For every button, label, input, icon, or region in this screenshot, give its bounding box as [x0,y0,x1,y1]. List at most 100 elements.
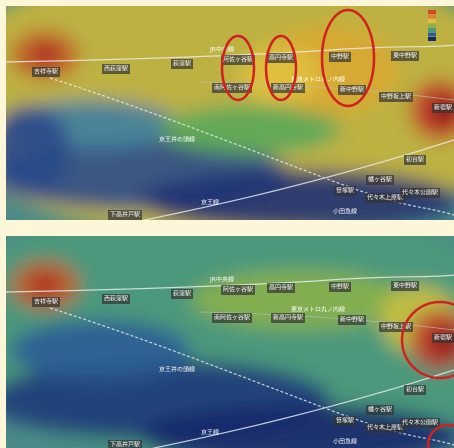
legend-swatch [428,28,436,32]
label-box [171,289,193,299]
heat-area [140,170,454,220]
station-label: 代々木上原駅 [367,424,403,432]
station-label: JR中央線 [209,276,234,284]
label-box [329,282,351,292]
rail-line [49,77,454,216]
station-label: 京王井の頭線 [159,366,195,374]
label-box [391,281,419,291]
label-box [212,83,252,93]
station-label: 新高円寺駅 [273,84,303,92]
label-box [338,315,366,325]
station-label: 新中野駅 [340,86,364,94]
station-label: 吉祥寺駅 [34,298,58,306]
heat-area [10,320,190,380]
rail-line [6,274,454,293]
highlight-circle [400,300,454,380]
label-box [334,186,356,196]
station-label: 代々木公園駅 [402,419,438,427]
station-label: 中野坂上駅 [381,323,411,331]
label-box [404,385,426,395]
station-label: 吉祥寺駅 [34,68,58,76]
heat-area [29,273,61,297]
station-label: 代々木上原駅 [367,194,403,202]
rail-line [6,44,454,63]
label-box [271,313,305,323]
station-label: 下高井戸駅 [110,441,140,448]
station-label: 新高円寺駅 [273,314,303,322]
station-label: 荻窪駅 [173,60,191,68]
label-box [221,285,255,295]
station-label: 高円寺駅 [269,284,293,292]
station-label: 初台駅 [406,156,424,164]
station-label: 京王線 [201,429,219,437]
routes [6,44,454,220]
station-label: 東京メトロ丸ノ内線 [291,306,345,314]
station-label: 阿佐ヶ谷駅 [223,56,253,64]
legend-swatch [428,37,436,41]
label-box [391,51,419,61]
heatmap [6,6,454,220]
highlight-circle [426,423,454,448]
station-label: 中野坂上駅 [381,93,411,101]
label-box [334,416,356,426]
station-label: 笹塚駅 [336,417,354,425]
legend-swatch [428,10,436,14]
station-label: 幡ヶ谷駅 [368,176,392,184]
label-box [400,188,440,198]
heat-area [140,405,454,448]
station-label: 東京メトロ丸ノ内線 [291,76,345,84]
label-box [108,440,142,448]
label-box [432,333,454,343]
legend-swatch [428,23,436,28]
heat-area [29,43,61,67]
heat-area [160,105,340,155]
station-label: 中野駅 [331,53,349,61]
label-box [108,210,142,220]
highlight-circle [264,34,298,102]
highlight-circle [320,8,376,108]
label-box [365,423,405,433]
label-box [329,52,351,62]
station-label: 阿佐ヶ谷駅 [223,286,253,294]
label-box [102,294,130,304]
label-box [102,64,130,74]
station-label: 東中野駅 [393,52,417,60]
label-box [366,405,394,415]
station-label: 下高井戸駅 [110,211,140,219]
label-box [400,418,440,428]
heat-area [6,105,70,195]
station-label: 代々木公園駅 [402,189,438,197]
legend-swatch [428,32,436,37]
station-label: 笹塚駅 [336,187,354,195]
station-label: 新中野駅 [340,316,364,324]
label-box [271,83,305,93]
label-box [379,322,413,332]
label-box [432,103,454,113]
station-label: 西荻窪駅 [104,65,128,73]
station-label: 初台駅 [406,386,424,394]
label-box [379,92,413,102]
station-label: 新宿駅 [434,334,452,342]
label-box [366,175,394,185]
station-label: 京王井の頭線 [159,136,195,144]
legend [428,10,436,41]
station-label: 新宿駅 [434,104,452,112]
rail-line [199,311,454,331]
station-label: 南阿佐ヶ谷駅 [214,314,250,322]
label-box [365,193,405,203]
highlight-circle [220,34,256,102]
station-label: JR中央線 [209,46,234,54]
station-label: 南阿佐ヶ谷駅 [214,84,250,92]
station-label: 中野駅 [331,283,349,291]
label-box [267,283,295,293]
station-label: 荻窪駅 [173,290,191,298]
station-label: 高円寺駅 [269,54,293,62]
legend-swatch [428,14,436,19]
station-label: 小田急線 [333,438,357,446]
label-box [338,85,366,95]
rail-line [199,81,454,101]
